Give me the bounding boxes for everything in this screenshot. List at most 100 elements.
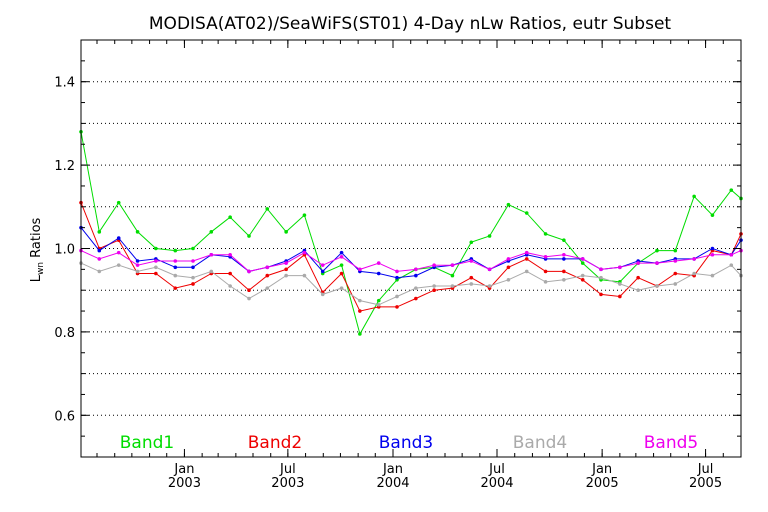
series-band3 (79, 225, 743, 280)
data-point-band2-19 (432, 288, 436, 293)
data-point-band1-11 (284, 230, 288, 234)
legend-entry-band3: Band3 (379, 433, 433, 453)
y-tick-label-3: 1.2 (54, 159, 75, 174)
data-point-band4-6 (191, 275, 195, 280)
data-point-band3-6 (191, 265, 195, 270)
x-tick-year-5: 2005 (689, 476, 722, 491)
data-point-band4-33 (692, 271, 696, 276)
data-point-band5-17 (395, 269, 399, 274)
data-point-band3-13 (320, 269, 325, 274)
data-point-band4-7 (209, 269, 214, 274)
data-point-band1-1 (97, 230, 102, 234)
data-point-band5-9 (247, 269, 251, 274)
data-point-band5-20 (450, 263, 455, 267)
data-point-band4-17 (395, 294, 399, 299)
data-point-band2-17 (395, 305, 399, 309)
x-tick-year-3: 2004 (480, 476, 513, 491)
data-point-band1-5 (173, 248, 178, 253)
x-tick-year-2: 2004 (376, 476, 409, 491)
data-point-band5-28 (599, 267, 603, 272)
data-point-band3-2 (116, 236, 121, 240)
data-point-band5-2 (116, 250, 121, 255)
data-point-band4-9 (247, 296, 251, 301)
data-point-band2-32 (673, 271, 678, 276)
y-axis-label-main: L (29, 274, 44, 282)
data-point-band4-24 (524, 269, 529, 274)
data-point-band5-4 (154, 259, 158, 263)
data-point-band3-1 (97, 248, 102, 253)
data-point-band2-18 (414, 296, 418, 301)
data-point-band2-27 (580, 277, 585, 282)
data-point-band1-2 (116, 200, 121, 205)
legend: Band1 Band2 Band3 Band4 Band5 (120, 433, 698, 453)
data-point-band4-11 (284, 273, 288, 278)
legend-entry-band4: Band4 (513, 433, 567, 453)
data-point-band1-16 (376, 298, 381, 303)
data-point-band1-32 (673, 248, 678, 253)
y-tick-label-0: 0.6 (54, 409, 75, 424)
data-point-band4-25 (543, 280, 548, 284)
data-point-band4-19 (432, 284, 436, 288)
data-point-band5-27 (580, 257, 585, 261)
data-point-band5-34 (710, 252, 715, 257)
x-tick-year-0: 2003 (168, 476, 201, 491)
x-tick-month-2: Jan (382, 462, 403, 477)
data-point-band1-6 (191, 246, 195, 251)
series-band5 (79, 248, 743, 274)
data-point-band5-14 (339, 255, 344, 259)
data-point-band4-35 (729, 263, 734, 267)
data-point-band1-14 (339, 263, 344, 267)
y-tick-label-2: 1.0 (54, 243, 75, 258)
chart-title: MODISA(AT02)/SeaWiFS(ST01) 4-Day nLw Rat… (149, 14, 672, 34)
data-point-band3-14 (339, 250, 344, 255)
data-point-band3-16 (376, 271, 381, 276)
data-point-band3-34 (710, 246, 715, 251)
data-point-band2-26 (562, 269, 566, 274)
data-point-band4-30 (636, 288, 640, 293)
y-axis-label: Lwn Ratios (29, 217, 46, 282)
data-point-band2-15 (358, 309, 362, 313)
data-point-band4-23 (506, 277, 511, 282)
data-point-band2-29 (618, 294, 622, 299)
data-point-band4-28 (599, 275, 603, 280)
data-point-band1-33 (692, 194, 696, 199)
data-point-band1-35 (729, 188, 734, 192)
y-axis-label-subscript: wn (36, 262, 46, 275)
data-point-band4-4 (154, 265, 158, 270)
data-point-band1-24 (524, 211, 529, 215)
data-point-band1-10 (265, 207, 270, 211)
data-point-band1-9 (247, 234, 251, 238)
data-point-band5-31 (655, 261, 659, 265)
x-tick-month-0: Jan (173, 462, 194, 477)
series-line-band2 (80, 202, 742, 312)
data-point-band1-25 (543, 232, 548, 236)
data-point-band4-3 (135, 269, 140, 274)
data-point-band4-27 (580, 273, 585, 278)
data-point-band5-15 (358, 267, 362, 272)
data-point-band2-6 (191, 282, 195, 286)
data-point-band2-14 (339, 271, 344, 276)
data-point-band3-18 (414, 273, 418, 278)
data-point-band4-16 (376, 302, 381, 307)
legend-entry-band5: Band5 (644, 433, 698, 453)
data-point-band5-24 (524, 250, 529, 255)
data-point-band5-8 (228, 252, 232, 257)
y-tick-label-4: 1.4 (54, 76, 75, 91)
data-point-band1-4 (154, 246, 158, 251)
data-point-band2-30 (636, 275, 640, 280)
data-point-band5-13 (320, 263, 325, 267)
data-point-band2-11 (284, 267, 288, 272)
x-tick-year-1: 2003 (271, 476, 304, 491)
data-point-band4-13 (320, 292, 325, 297)
data-point-band1-20 (450, 273, 455, 278)
series-band1 (79, 129, 743, 336)
data-point-band5-11 (284, 261, 288, 265)
data-point-band5-1 (97, 257, 102, 261)
data-point-band5-23 (506, 257, 511, 261)
data-point-band5-10 (265, 265, 270, 270)
data-point-band5-5 (173, 259, 178, 263)
data-point-band2-24 (524, 257, 529, 261)
data-point-band5-19 (432, 263, 436, 267)
x-tick-month-5: Jul (697, 462, 714, 477)
data-point-band4-21 (469, 282, 474, 286)
